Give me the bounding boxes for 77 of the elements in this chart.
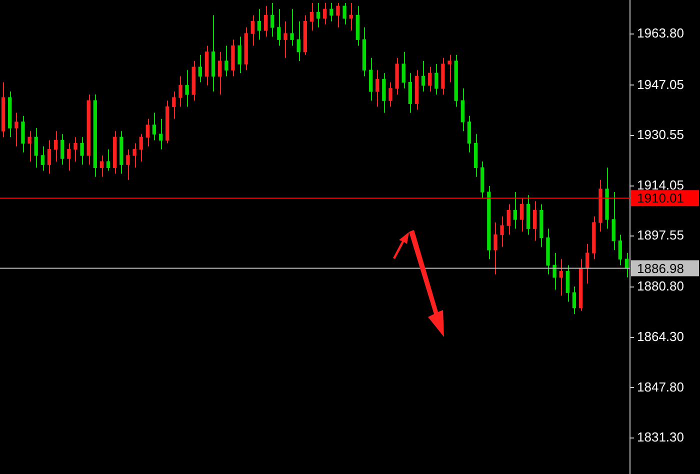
candlestick bbox=[277, 8, 281, 46]
y-tick-label: 1847.80 bbox=[637, 379, 684, 394]
y-tick-label: 1963.80 bbox=[637, 26, 684, 41]
candlestick bbox=[296, 20, 300, 62]
candlestick bbox=[218, 51, 222, 95]
candlestick bbox=[47, 140, 52, 174]
ref-line-label: 1910.01 bbox=[637, 190, 684, 206]
candlestick bbox=[74, 136, 78, 162]
candlestick bbox=[572, 286, 576, 314]
candlestick bbox=[513, 192, 517, 230]
candlestick bbox=[448, 54, 452, 83]
candlestick bbox=[146, 118, 150, 147]
candlestick bbox=[34, 128, 38, 168]
candlestick bbox=[178, 76, 182, 108]
candlestick bbox=[139, 134, 143, 162]
candlestick bbox=[132, 142, 136, 168]
candlestick bbox=[376, 70, 380, 108]
candlestick bbox=[257, 8, 262, 40]
candlestick bbox=[500, 216, 504, 248]
candlestick bbox=[158, 118, 163, 150]
candlestick bbox=[428, 66, 432, 92]
candlestick bbox=[552, 252, 556, 290]
candlestick bbox=[520, 198, 524, 232]
candlestick bbox=[185, 70, 189, 108]
y-tick-label: 1947.05 bbox=[637, 76, 684, 92]
y-tick-label: 1880.80 bbox=[637, 278, 684, 294]
candlestick bbox=[460, 88, 464, 132]
candlestick bbox=[28, 130, 32, 162]
candlestick bbox=[533, 200, 537, 242]
candlestick bbox=[80, 136, 84, 166]
candlestick bbox=[67, 142, 71, 172]
candlestick bbox=[323, 2, 327, 25]
candlestick bbox=[382, 72, 386, 114]
candlestick bbox=[586, 243, 590, 284]
y-tick-label: 1864.30 bbox=[637, 329, 684, 344]
candlestick bbox=[250, 14, 254, 46]
candlestick bbox=[316, 2, 320, 28]
candlestick bbox=[566, 264, 570, 302]
candlestick bbox=[40, 146, 44, 172]
candlestick bbox=[284, 20, 288, 58]
candlestick bbox=[388, 82, 392, 108]
candlestick bbox=[467, 115, 472, 153]
candlestick bbox=[172, 90, 176, 120]
candlestick bbox=[224, 45, 228, 77]
candlestick bbox=[264, 6, 268, 38]
candlestick bbox=[342, 2, 346, 25]
candlestick bbox=[402, 51, 406, 89]
candlestick bbox=[290, 8, 294, 46]
candlestick bbox=[494, 222, 498, 275]
candlestick bbox=[54, 130, 58, 162]
candlestick bbox=[198, 54, 202, 83]
candlestick bbox=[310, 2, 314, 31]
candlestick bbox=[100, 154, 104, 178]
y-tick-label: 1897.55 bbox=[637, 228, 684, 243]
candlestick bbox=[408, 72, 412, 114]
candlestick bbox=[238, 36, 242, 74]
candlestick bbox=[60, 134, 64, 166]
candlestick bbox=[21, 115, 25, 153]
candlestick bbox=[349, 2, 353, 31]
ref-line-label: 1886.98 bbox=[637, 260, 684, 276]
candlestick bbox=[270, 2, 274, 38]
candlestick bbox=[330, 2, 334, 22]
y-tick-label: 1930.55 bbox=[637, 127, 684, 142]
candlestick bbox=[421, 60, 426, 92]
candlestick bbox=[126, 148, 130, 180]
candlestick bbox=[612, 192, 616, 250]
candlestick bbox=[336, 2, 340, 28]
candlestick bbox=[106, 148, 110, 172]
candlestick bbox=[618, 234, 622, 266]
y-tick-label: 1914.05 bbox=[637, 177, 684, 192]
candlestick bbox=[152, 112, 156, 141]
candlestick bbox=[559, 258, 563, 296]
candlestick bbox=[506, 204, 510, 236]
candlestick bbox=[14, 112, 18, 147]
y-tick-label: 1831.30 bbox=[637, 430, 684, 445]
candlestick bbox=[368, 57, 373, 102]
candlestick bbox=[434, 64, 438, 95]
